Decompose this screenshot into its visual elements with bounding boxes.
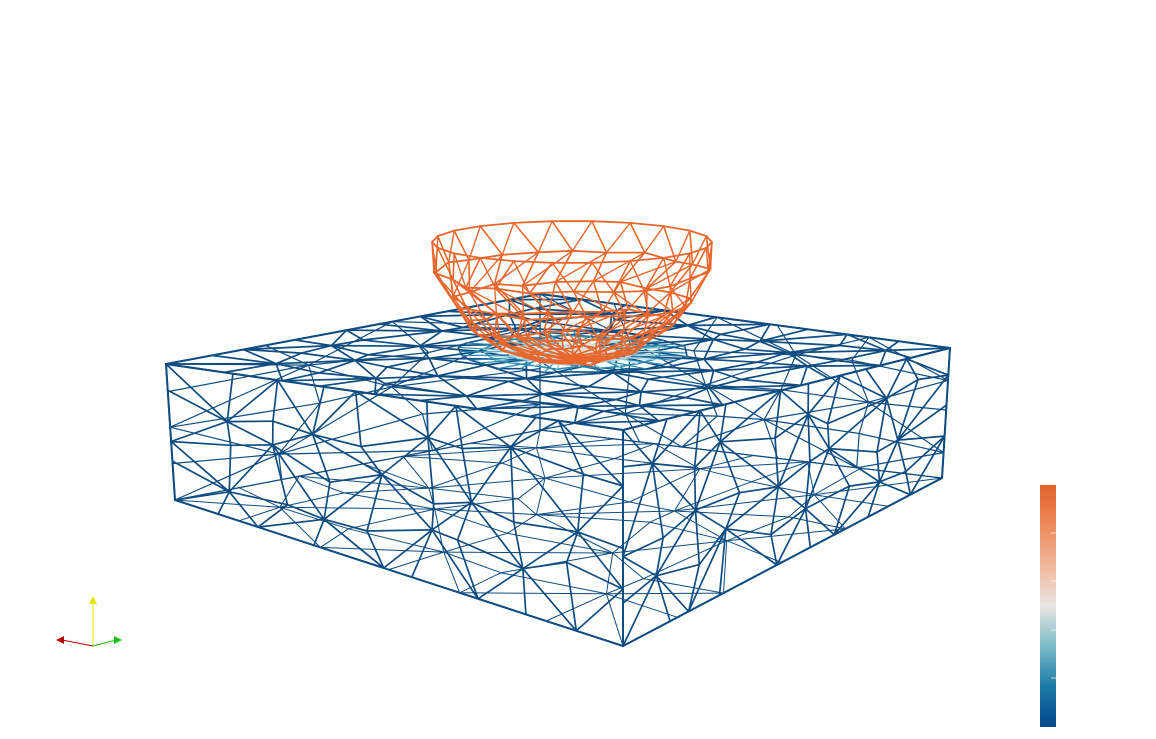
orientation-axes-widget <box>56 596 122 647</box>
axis-x-arrow-icon <box>56 636 64 644</box>
axis-x-line <box>61 639 94 647</box>
axis-z-arrow-icon <box>114 636 122 644</box>
scalar-colorbar <box>1040 485 1056 727</box>
axis-y-arrow-icon <box>89 596 97 604</box>
colorbar-gradient <box>1040 485 1056 727</box>
colorbar-ticks <box>1051 532 1056 679</box>
bowl-wireframe-mesh <box>431 220 713 367</box>
axis-z-line <box>92 639 117 647</box>
